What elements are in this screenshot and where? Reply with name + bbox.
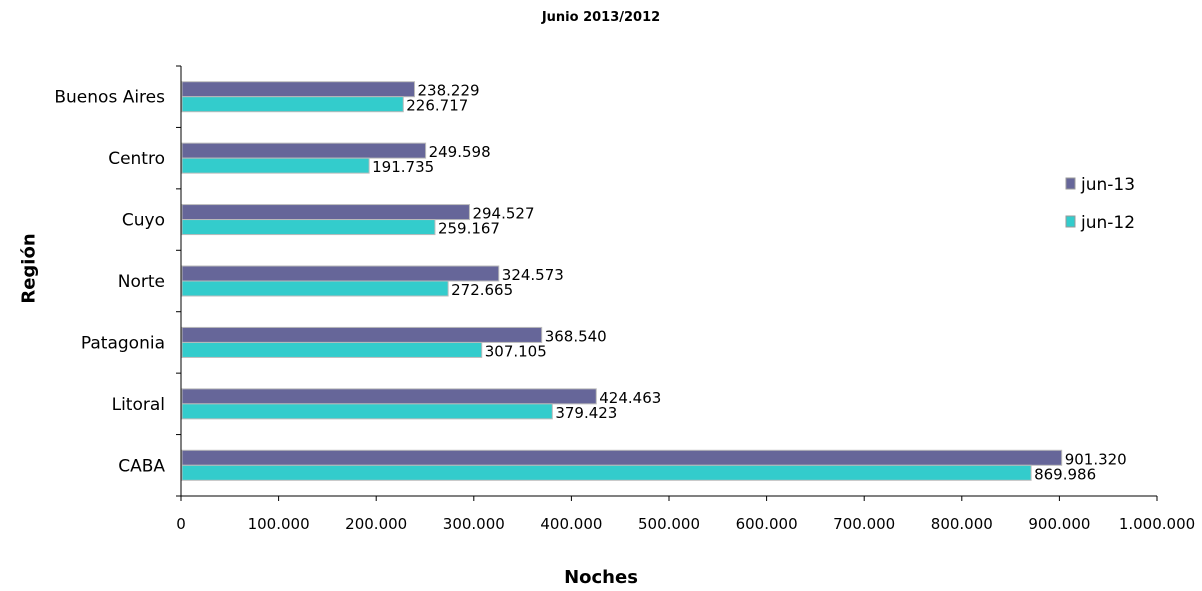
x-tick-label: 600.000 [736,515,798,533]
data-label: 294.527 [472,205,534,223]
bar-jun-12 [181,341,483,358]
x-tick-label: 100.000 [248,515,310,533]
x-tick-label: 800.000 [931,515,993,533]
category-label: Cuyo [122,211,165,231]
data-label: 238.229 [418,82,480,100]
legend-label: jun-12 [1080,213,1135,233]
x-tick-label: 1.000.000 [1119,515,1195,533]
data-label: 324.573 [502,266,564,284]
data-label: 901.320 [1065,450,1127,468]
legend-label: jun-13 [1080,175,1135,195]
bar-jun-12 [181,96,404,113]
x-axis-title: Noches [564,567,638,588]
legend-swatch [1065,177,1076,190]
data-label: 226.717 [406,97,468,115]
data-label: 424.463 [599,389,661,407]
bar-jun-12 [181,219,436,236]
bar-jun-13 [181,204,470,221]
bar-jun-13 [181,81,416,98]
x-tick-label: 700.000 [833,515,895,533]
bar-jun-13 [181,265,500,282]
data-label: 368.540 [545,327,607,345]
data-label: 307.105 [485,342,547,360]
x-tick-label: 400.000 [540,515,602,533]
chart-subtitle: Junio 2013/2012 [541,10,661,25]
category-label: Buenos Aires [54,88,165,108]
x-tick-label: 500.000 [638,515,700,533]
x-tick-label: 200.000 [345,515,407,533]
bar-jun-13 [181,142,427,159]
bar-jun-12 [181,464,1032,481]
legend-swatch [1065,215,1076,228]
category-label: CABA [118,456,165,476]
category-label: Litoral [112,395,165,415]
data-label: 869.986 [1034,465,1096,483]
bar-jun-12 [181,403,553,420]
category-label: Patagonia [81,333,165,353]
bar-jun-13 [181,326,543,343]
bar-jun-13 [181,388,597,405]
data-label: 249.598 [429,143,491,161]
x-tick-label: 300.000 [443,515,505,533]
bar-jun-12 [181,280,449,297]
bar-jun-13 [181,449,1063,466]
data-label: 259.167 [438,220,500,238]
category-label: Centro [108,149,165,169]
category-label: Norte [118,272,165,292]
bar-jun-12 [181,157,370,174]
data-label: 272.665 [451,281,513,299]
x-tick-label: 0 [176,515,186,533]
x-tick-label: 900.000 [1028,515,1090,533]
data-label: 191.735 [372,158,434,176]
data-label: 379.423 [555,404,617,422]
